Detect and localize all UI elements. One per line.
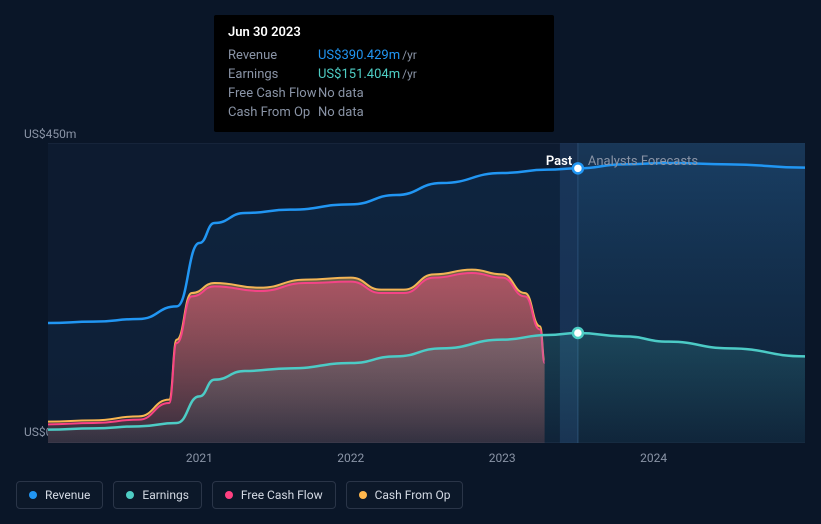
legend-item-earnings[interactable]: Earnings [113,481,202,509]
legend-item-label: Cash From Op [375,488,451,502]
x-axis-tick: 2024 [640,451,667,465]
chart-tooltip: Jun 30 2023 RevenueUS$390.429m/yrEarning… [214,15,554,132]
legend-item-free_cash_flow[interactable]: Free Cash Flow [212,481,336,509]
legend: Revenue Earnings Free Cash Flow Cash From O… [16,481,463,509]
tooltip-row-value: No data [318,103,540,122]
x-axis-tick: 2021 [186,451,213,465]
tooltip-row-label: Earnings [228,65,318,84]
x-axis-tick: 2022 [337,451,364,465]
tooltip-row-label: Cash From Op [228,103,318,122]
legend-item-revenue[interactable]: Revenue [16,481,103,509]
legend-item-label: Revenue [45,488,90,502]
tooltip-row-value: No data [318,84,540,103]
x-axis: 2021 2022 2023 2024 [48,451,805,471]
legend-item-label: Earnings [142,488,189,502]
tooltip-row-value: US$390.429m/yr [318,46,540,65]
forecast-region-label: Analysts Forecasts [588,154,698,169]
legend-dot-icon [126,491,134,499]
tooltip-row-value: US$151.404m/yr [318,65,540,84]
tooltip-row: Cash From OpNo data [228,103,540,122]
tooltip-row-label: Revenue [228,46,318,65]
legend-dot-icon [359,491,367,499]
legend-item-label: Free Cash Flow [241,488,323,502]
chart-plot-area[interactable] [48,143,805,443]
legend-item-cash_from_op[interactable]: Cash From Op [346,481,464,509]
tooltip-row: Free Cash FlowNo data [228,84,540,103]
legend-dot-icon [225,491,233,499]
tooltip-date: Jun 30 2023 [228,25,540,40]
legend-dot-icon [29,491,37,499]
x-axis-tick: 2023 [489,451,516,465]
chart-container: Jun 30 2023 RevenueUS$390.429m/yrEarning… [16,15,805,475]
tooltip-row: RevenueUS$390.429m/yr [228,46,540,65]
tooltip-row: EarningsUS$151.404m/yr [228,65,540,84]
past-region-label: Past [546,154,572,169]
tooltip-table: RevenueUS$390.429m/yrEarningsUS$151.404m… [228,46,540,122]
tooltip-row-label: Free Cash Flow [228,84,318,103]
y-axis-max-label: US$450m [24,127,76,141]
